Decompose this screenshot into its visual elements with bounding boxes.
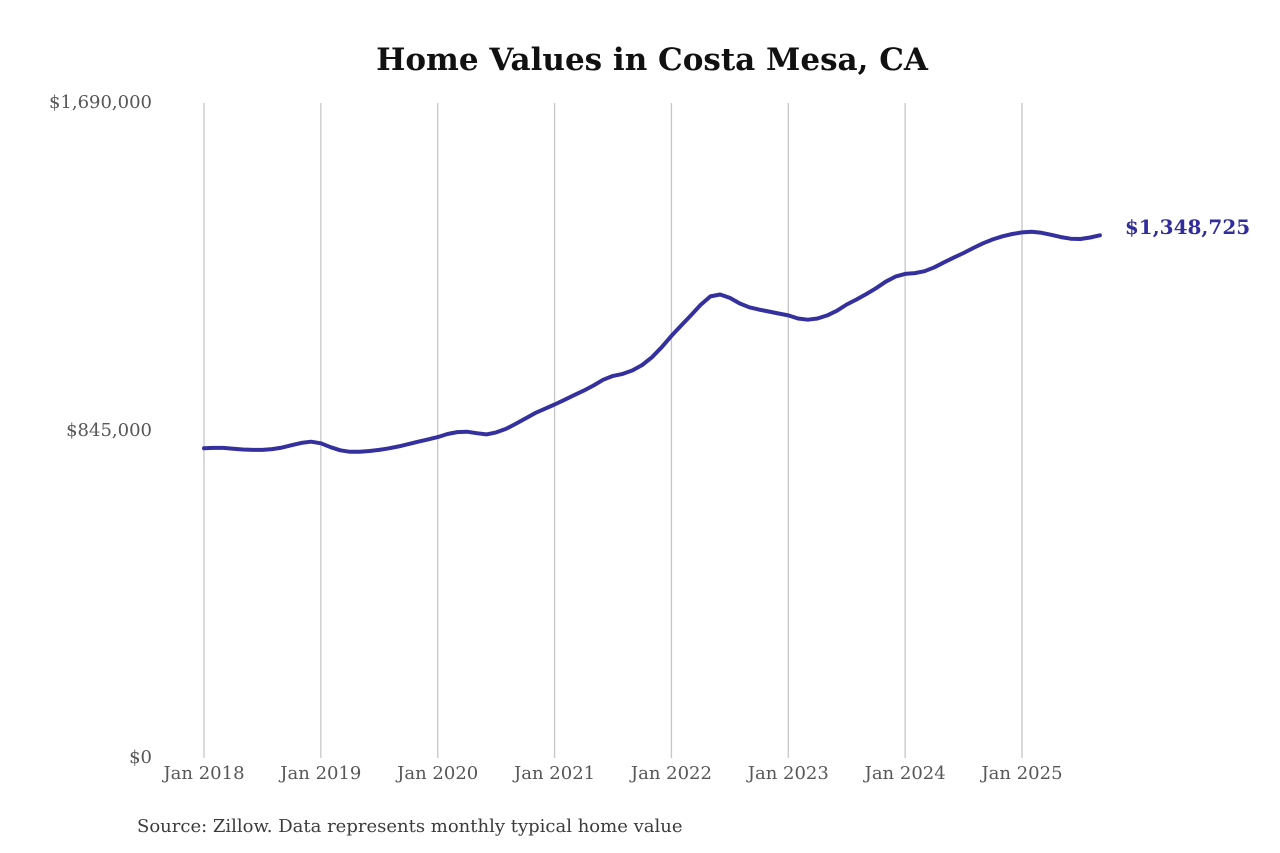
x-tick-label: Jan 2020 [397,763,479,784]
year-gridlines [203,103,1023,758]
y-tick-label: $1,690,000 [48,92,152,113]
x-tick-label: Jan 2019 [280,763,362,784]
y-tick-label: $0 [129,747,152,768]
y-tick-label: $845,000 [66,419,152,441]
source-note: Source: Zillow. Data represents monthly … [137,816,683,837]
x-tick-label: Jan 2024 [864,763,946,784]
price-line [202,229,1102,454]
x-tick-label: Jan 2022 [630,763,712,784]
latest-value-label: $1,348,725 [1124,215,1251,240]
x-tick-label: Jan 2021 [514,763,596,784]
x-tick-label: Jan 2018 [163,763,245,784]
chart-title: Home Values in Costa Mesa, CA [376,42,928,78]
x-tick-label: Jan 2025 [981,763,1063,784]
x-tick-label: Jan 2023 [747,763,829,784]
